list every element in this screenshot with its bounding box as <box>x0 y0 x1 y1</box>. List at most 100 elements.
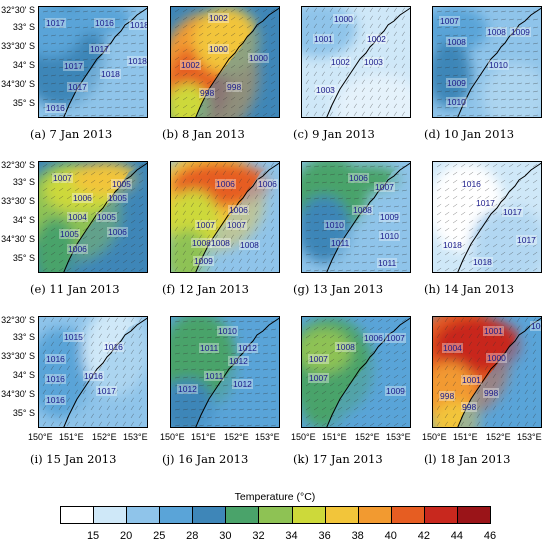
lat-label: 35° S <box>12 408 35 418</box>
colorbar-swatch <box>126 506 161 524</box>
isobar-label: 1007 <box>195 220 216 230</box>
lon-label-151E: 151°E <box>453 432 478 442</box>
isobar-label: 1001 <box>461 375 482 385</box>
lon-label-151E: 151°E <box>59 432 84 442</box>
isobar-label: 1004 <box>67 212 88 222</box>
temperature-field <box>39 7 147 117</box>
isobar-label: 1002 <box>330 57 351 67</box>
isobar-label: 1018 <box>127 56 147 66</box>
lat-label: 33° S <box>12 22 35 32</box>
isobar-label: 1016 <box>45 374 66 384</box>
wind-vectors <box>305 7 410 117</box>
isobar-label: 1016 <box>45 395 66 405</box>
isobar-label: 1002 <box>208 13 229 23</box>
lon-label-150E: 150°E <box>422 432 447 442</box>
isobar-label: 1004 <box>442 343 463 353</box>
temperature-region <box>302 7 357 58</box>
wind-vectors <box>436 317 541 427</box>
isobar-label: 1012 <box>177 384 198 394</box>
isobar-label: 1015 <box>63 332 84 342</box>
isobar-label: 1001 <box>313 34 334 44</box>
isobar-label: 998 <box>199 88 216 98</box>
lon-label-151E: 151°E <box>322 432 347 442</box>
isobar-label: 1007 <box>385 333 406 343</box>
isobar-label: 1005 <box>107 193 128 203</box>
isobar-label: 1010 <box>446 97 467 107</box>
isobar-label: 100 <box>530 321 541 331</box>
colorbar-tick-label: 15 <box>86 530 100 542</box>
map-panel-i: 1015 1016 1016 1016 1016 1017 1016 <box>38 316 148 428</box>
colorbar-tick-label: 40 <box>384 530 397 542</box>
coastline <box>63 7 147 117</box>
temperature-field <box>302 162 410 272</box>
lat-label: 32°30' S <box>1 315 35 325</box>
panel-caption: (d) 10 Jan 2013 <box>424 127 515 141</box>
map-panel-e: 1007 1005 1006 1005 1004 1005 1005 1006 1006 <box>38 161 148 273</box>
isobar-label: 998 <box>483 388 500 398</box>
isobar-label: 1017 <box>63 61 84 71</box>
map-panel-a: 1017 1016 1018 1017 1018 1017 1018 1017 1016 <box>38 6 148 118</box>
isobar-label: 1006 <box>215 179 236 189</box>
isobar-label: 1002 <box>180 60 201 70</box>
isobar-label: 1005 <box>96 212 117 222</box>
isobar-label: 1003 <box>363 57 384 67</box>
temperature-region <box>433 40 472 108</box>
colorbar-tick-label: 32 <box>252 530 265 542</box>
lon-label-152E: 152°E <box>355 432 380 442</box>
panel-caption: (f) 12 Jan 2013 <box>162 282 249 296</box>
lat-label: 34° S <box>12 60 35 70</box>
wind-vectors <box>436 10 541 117</box>
colorbar-tick-label: 42 <box>417 530 430 542</box>
temperature-field <box>39 162 147 272</box>
isobar-label: 1005 <box>111 179 132 189</box>
wind-vectors <box>174 320 279 427</box>
isobar-label: 1017 <box>45 18 66 28</box>
isobar-label: 1006 <box>67 244 88 254</box>
colorbar-swatch <box>192 506 227 524</box>
lon-label-150E: 150°E <box>160 432 185 442</box>
isobar-label: 1010 <box>379 231 400 241</box>
isobar-label: 1000 <box>208 44 229 54</box>
temperature-field <box>302 317 410 427</box>
colorbar-tick-label: 46 <box>483 530 497 542</box>
isobar-label: 998 <box>461 402 478 412</box>
temperature-field <box>433 317 541 427</box>
map-panel-h: 1016 1017 1017 1017 1018 1018 <box>432 161 542 273</box>
isobar-label: 1000 <box>486 353 507 363</box>
colorbar-tick-label: 44 <box>450 530 464 542</box>
panel-caption: (b) 8 Jan 2013 <box>162 127 245 141</box>
isobar-label: 1018 <box>442 240 463 250</box>
isobar-label: 1007 <box>226 220 247 230</box>
panel-caption: (j) 16 Jan 2013 <box>162 452 249 466</box>
lon-label-150E: 150°E <box>28 432 53 442</box>
colorbar-swatch <box>225 506 260 524</box>
panel-caption: (g) 13 Jan 2013 <box>293 282 384 296</box>
isobar-label: 1012 <box>228 356 249 366</box>
isobar-label: 1010 <box>488 60 509 70</box>
isobar-label: 1011 <box>330 238 351 248</box>
colorbar-swatch <box>159 506 194 524</box>
isobar-label: 1017 <box>89 44 110 54</box>
temperature-region <box>433 7 488 52</box>
isobar-label: 1016 <box>83 371 104 381</box>
isobar-label: 1009 <box>446 78 467 88</box>
isobar-label: 1011 <box>199 343 220 353</box>
coastline <box>63 162 147 272</box>
isobar-label: 1017 <box>516 235 537 245</box>
colorbar-swatch <box>258 506 293 524</box>
lat-label: 35° S <box>12 98 35 108</box>
colorbar-swatch <box>456 506 491 524</box>
colorbar-swatch <box>423 506 458 524</box>
map-panel-g: 1006 1007 1009 1008 1010 1010 1011 1011 <box>301 161 411 273</box>
isobar-label: 1006 <box>228 205 249 215</box>
isobar-label: 1009 <box>379 212 400 222</box>
temperature-region <box>39 218 78 272</box>
wind-vectors <box>42 10 147 117</box>
coastline <box>326 317 410 427</box>
coastline <box>195 7 279 117</box>
isobar-label: 1007 <box>308 354 329 364</box>
isobar-label: 1017 <box>502 207 523 217</box>
lon-label-153E: 153°E <box>255 432 280 442</box>
isobar-label: 1016 <box>45 103 66 113</box>
isobar-label: 1011 <box>377 258 398 268</box>
